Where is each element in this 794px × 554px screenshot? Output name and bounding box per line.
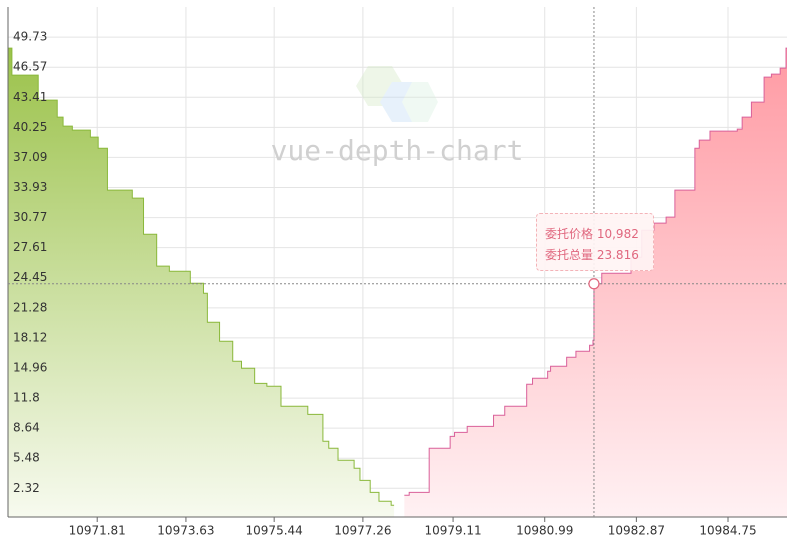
tooltip-amount: 委托总量 23.816 <box>545 245 645 266</box>
y-tick-label: 8.64 <box>13 421 40 435</box>
depth-line <box>8 47 395 506</box>
y-tick-label: 30.77 <box>13 210 47 224</box>
tooltip-amount-label: 委托总量 <box>545 248 594 262</box>
x-tick-label: 10977.26 <box>334 524 391 538</box>
depth-area <box>8 48 395 517</box>
depth-area <box>404 48 787 517</box>
watermark: vue-depth-chart <box>271 134 524 167</box>
logo <box>356 66 438 122</box>
hover-point <box>588 278 600 290</box>
y-tick-label: 5.48 <box>13 451 40 465</box>
x-tick-label: 10982.87 <box>608 524 665 538</box>
y-tick-label: 40.25 <box>13 120 47 134</box>
tooltip-price-value: 10,982 <box>596 227 639 241</box>
y-tick-label: 49.73 <box>13 30 47 44</box>
tooltip-amount-value: 23.816 <box>596 248 639 262</box>
y-tick-label: 21.28 <box>13 300 47 314</box>
y-tick-label: 46.57 <box>13 60 47 74</box>
y-tick-label: 2.32 <box>13 481 40 495</box>
y-tick-label: 18.12 <box>13 330 47 344</box>
y-tick-label: 24.45 <box>13 270 47 284</box>
y-tick-label: 27.61 <box>13 240 47 254</box>
tooltip-price-label: 委托价格 <box>545 227 594 241</box>
x-tick-label: 10979.11 <box>424 524 481 538</box>
x-tick-label: 10971.81 <box>69 524 126 538</box>
y-tick-label: 37.09 <box>13 150 47 164</box>
x-tick-label: 10984.75 <box>699 524 756 538</box>
x-tick-label: 10973.63 <box>157 524 214 538</box>
y-tick-label: 11.8 <box>13 391 40 405</box>
y-tick-label: 33.93 <box>13 180 47 194</box>
x-tick-label: 10980.99 <box>516 524 573 538</box>
y-tick-label: 14.96 <box>13 360 47 374</box>
tooltip-price: 委托价格 10,982 <box>545 224 645 245</box>
tooltip: 委托价格 10,982 委托总量 23.816 <box>536 213 654 271</box>
x-tick-label: 10975.44 <box>246 524 303 538</box>
y-tick-label: 43.41 <box>13 90 47 104</box>
